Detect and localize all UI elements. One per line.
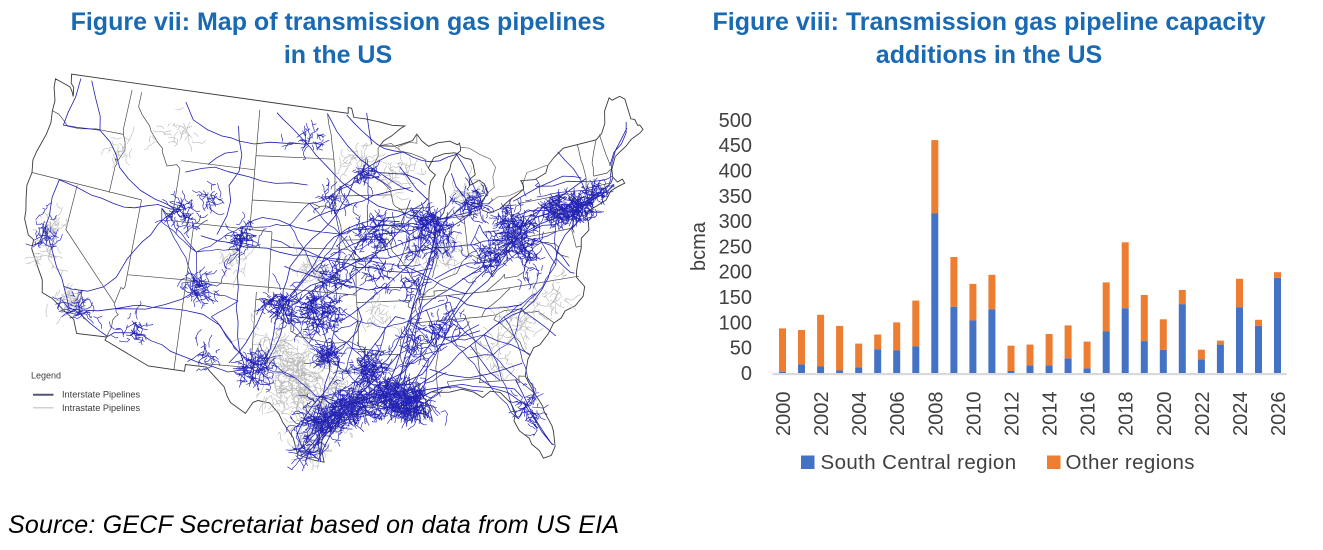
svg-text:2006: 2006 [887, 392, 909, 437]
svg-text:50: 50 [730, 338, 752, 360]
svg-text:bcma: bcma [688, 221, 710, 271]
svg-text:450: 450 [719, 135, 752, 157]
svg-text:Intrastate Pipelines: Intrastate Pipelines [62, 403, 141, 413]
svg-text:0: 0 [741, 363, 752, 385]
svg-text:2020: 2020 [1154, 392, 1176, 437]
svg-text:150: 150 [719, 287, 752, 309]
svg-text:2016: 2016 [1078, 392, 1100, 437]
svg-text:350: 350 [719, 186, 752, 208]
svg-text:2004: 2004 [849, 392, 871, 437]
svg-text:Interstate Pipelines: Interstate Pipelines [62, 390, 141, 400]
svg-text:2008: 2008 [925, 392, 947, 437]
svg-text:2024: 2024 [1230, 392, 1252, 437]
svg-text:2018: 2018 [1116, 392, 1138, 437]
svg-text:2002: 2002 [811, 392, 833, 437]
svg-text:250: 250 [719, 236, 752, 258]
svg-text:2010: 2010 [963, 392, 985, 437]
svg-text:200: 200 [719, 262, 752, 284]
svg-text:100: 100 [719, 312, 752, 334]
svg-text:2000: 2000 [773, 392, 795, 437]
svg-text:300: 300 [719, 211, 752, 233]
svg-text:Other regions: Other regions [1066, 451, 1195, 474]
svg-text:400: 400 [719, 160, 752, 182]
svg-text:2022: 2022 [1192, 392, 1214, 437]
svg-text:Legend: Legend [31, 371, 61, 381]
svg-text:2012: 2012 [1002, 392, 1024, 437]
svg-text:2026: 2026 [1268, 392, 1290, 437]
svg-text:2014: 2014 [1040, 392, 1062, 437]
svg-text:South Central region: South Central region [821, 451, 1017, 474]
svg-text:500: 500 [719, 110, 752, 132]
